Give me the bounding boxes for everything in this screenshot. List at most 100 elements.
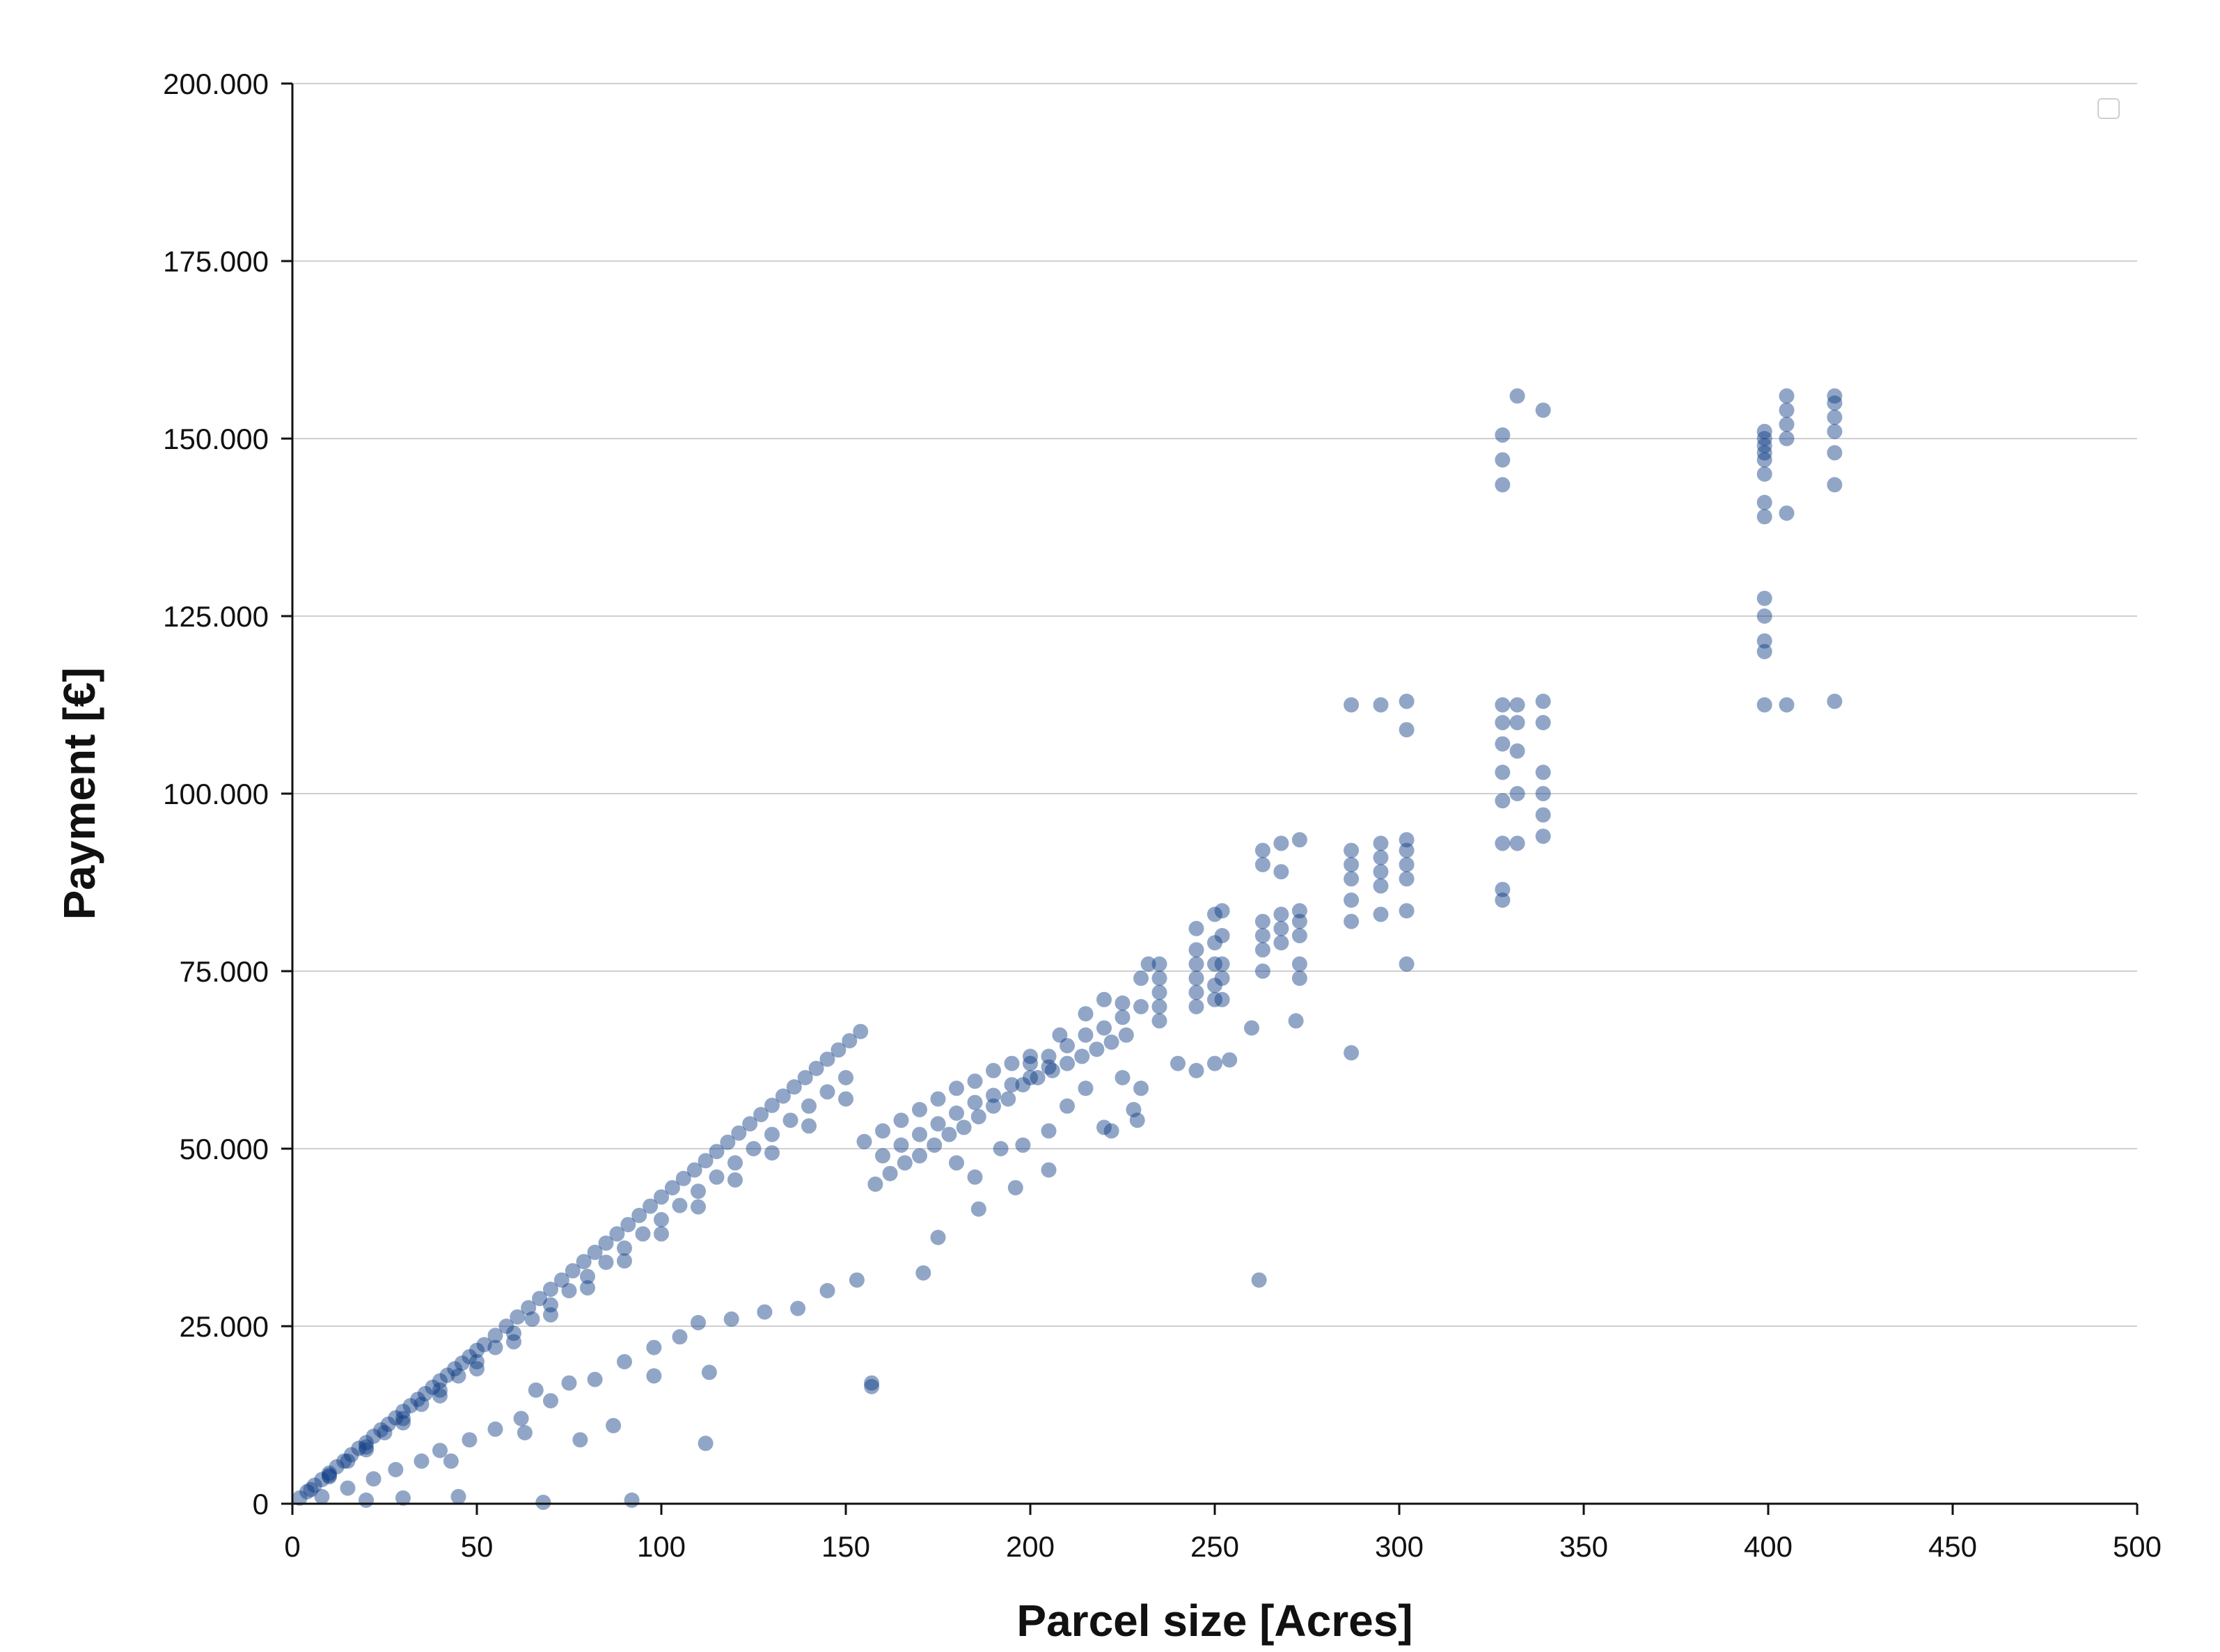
data-point [1344,892,1360,908]
data-point [447,1361,463,1377]
data-point [970,1201,986,1217]
x-axis-title: Parcel size [Acres] [1016,1596,1412,1646]
data-point [1495,881,1511,897]
data-point [786,1079,802,1095]
data-point [1004,1077,1020,1093]
data-point [1207,935,1222,951]
data-point [930,1229,946,1245]
data-point [635,1226,651,1242]
data-point [513,1410,529,1426]
data-point [867,1177,883,1192]
data-point [1373,878,1389,894]
data-point [967,1073,983,1089]
data-point [1373,835,1389,851]
data-point [598,1235,614,1251]
data-point [1044,1062,1060,1078]
legend-box [2097,98,2120,119]
data-point [701,1364,717,1380]
y-tick-label: 50.000 [180,1133,269,1165]
data-point [790,1300,806,1316]
data-point [1188,970,1204,986]
data-point [1495,736,1511,752]
data-point [1779,505,1795,521]
data-point [709,1144,725,1160]
data-point [1023,1055,1038,1071]
data-point [686,1162,702,1178]
data-point [1291,832,1307,848]
data-point [414,1397,430,1413]
data-point [864,1378,880,1394]
data-point [819,1084,835,1100]
data-point [1399,857,1415,872]
data-point [329,1459,345,1474]
data-point [1060,1038,1075,1054]
data-point [1756,445,1772,461]
data-point [1030,1070,1046,1085]
data-point [521,1300,537,1316]
data-point [1188,1062,1204,1078]
data-point [1254,842,1270,858]
data-point [1535,693,1551,709]
data-point [1344,871,1360,887]
data-points [292,388,1843,1510]
data-point [1126,1101,1142,1117]
data-point [1004,1055,1020,1071]
data-point [1756,494,1772,510]
data-point [1399,832,1415,848]
data-point [691,1199,706,1215]
data-point [351,1440,367,1456]
data-point [543,1282,558,1297]
data-point [1078,1027,1094,1043]
axes [281,82,2139,1515]
data-point [1170,1055,1186,1071]
data-point [1052,1027,1068,1043]
data-point [359,1435,374,1451]
data-point [1078,1006,1094,1022]
y-tick-label: 0 [253,1488,269,1520]
data-point [723,1311,739,1327]
data-point [1535,807,1551,823]
data-point [561,1375,577,1391]
data-point [425,1379,441,1395]
data-point [402,1398,418,1414]
data-point [1779,416,1795,432]
data-point [553,1272,569,1288]
data-point [1495,697,1511,713]
x-tick-label: 250 [1190,1530,1239,1563]
data-point [1756,633,1772,649]
data-point [1288,1013,1304,1029]
data-point [819,1051,835,1067]
y-tick-label: 175.000 [163,245,269,278]
data-point [1495,715,1511,730]
data-point [967,1169,983,1185]
data-point [893,1112,909,1128]
data-point [691,1314,706,1330]
data-point [1041,1162,1057,1178]
data-point [1273,864,1289,880]
data-point [1509,697,1525,713]
data-point [853,1023,869,1039]
x-tick-label: 300 [1375,1530,1424,1563]
data-point [561,1283,577,1298]
data-point [986,1098,1001,1114]
data-point [336,1453,352,1469]
data-point [1827,445,1843,461]
data-point [343,1447,359,1463]
data-point [1535,764,1551,780]
data-point [720,1134,736,1150]
data-point [543,1297,558,1313]
x-tick-label: 100 [637,1530,686,1563]
data-point [1188,999,1204,1014]
data-point [454,1355,470,1371]
data-point [1096,991,1112,1007]
y-tick-label: 125.000 [163,600,269,633]
data-point [1495,835,1511,851]
data-point [1756,590,1772,606]
data-point [1041,1123,1057,1139]
data-point [1495,452,1511,468]
data-point [1373,849,1389,865]
data-point [395,1410,411,1426]
data-point [808,1060,824,1076]
data-point [292,1490,308,1506]
data-point [698,1435,714,1452]
